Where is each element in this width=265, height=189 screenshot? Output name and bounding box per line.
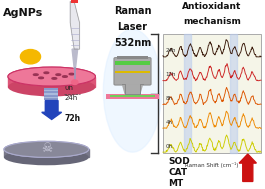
FancyArrow shape xyxy=(239,154,256,181)
Bar xyxy=(44,97,58,98)
Text: 24h: 24h xyxy=(65,95,78,101)
Circle shape xyxy=(72,80,78,84)
Bar xyxy=(106,94,159,99)
Bar xyxy=(110,95,155,97)
FancyArrow shape xyxy=(42,101,61,119)
Bar xyxy=(44,91,58,93)
Ellipse shape xyxy=(4,149,89,165)
Bar xyxy=(44,93,58,95)
Polygon shape xyxy=(230,34,237,153)
Bar xyxy=(44,95,58,97)
Bar xyxy=(44,98,58,100)
Text: 4h: 4h xyxy=(166,120,173,125)
Polygon shape xyxy=(70,2,80,49)
Polygon shape xyxy=(72,49,78,68)
Ellipse shape xyxy=(39,77,43,79)
Text: AgNPs: AgNPs xyxy=(3,8,43,18)
Ellipse shape xyxy=(103,29,162,152)
Bar xyxy=(117,56,148,59)
Text: SOD: SOD xyxy=(168,157,190,166)
Text: Raman Shift (cm⁻¹): Raman Shift (cm⁻¹) xyxy=(185,162,239,168)
Ellipse shape xyxy=(4,141,89,157)
FancyBboxPatch shape xyxy=(114,58,151,85)
Text: 12h: 12h xyxy=(166,72,176,77)
Text: 0h: 0h xyxy=(166,144,173,149)
Text: Raman: Raman xyxy=(114,6,151,16)
Text: MT: MT xyxy=(168,179,184,188)
Text: Antioxidant: Antioxidant xyxy=(182,2,242,11)
Bar xyxy=(44,88,58,90)
Ellipse shape xyxy=(63,76,67,77)
Polygon shape xyxy=(8,77,95,87)
Text: 72h: 72h xyxy=(65,114,81,123)
Bar xyxy=(44,90,58,91)
Text: 0h: 0h xyxy=(65,85,74,91)
Bar xyxy=(163,34,261,153)
Text: 532nm: 532nm xyxy=(114,38,151,48)
Bar xyxy=(71,0,78,3)
Ellipse shape xyxy=(8,67,95,86)
Text: Laser: Laser xyxy=(117,22,148,32)
Ellipse shape xyxy=(56,74,61,75)
Text: 24h: 24h xyxy=(166,48,176,53)
Polygon shape xyxy=(4,149,89,157)
Text: ☠: ☠ xyxy=(41,142,52,155)
Ellipse shape xyxy=(33,74,38,75)
Polygon shape xyxy=(184,34,191,153)
Text: 8h: 8h xyxy=(166,96,173,101)
Ellipse shape xyxy=(4,141,89,157)
Circle shape xyxy=(20,50,41,64)
Ellipse shape xyxy=(52,78,57,79)
Bar xyxy=(115,61,150,65)
Text: mechanism: mechanism xyxy=(183,17,241,26)
Ellipse shape xyxy=(8,77,95,96)
Ellipse shape xyxy=(69,73,74,75)
Bar xyxy=(115,71,150,73)
Ellipse shape xyxy=(8,67,95,86)
Polygon shape xyxy=(122,84,143,94)
Text: CAT: CAT xyxy=(168,168,187,177)
Ellipse shape xyxy=(44,72,49,74)
